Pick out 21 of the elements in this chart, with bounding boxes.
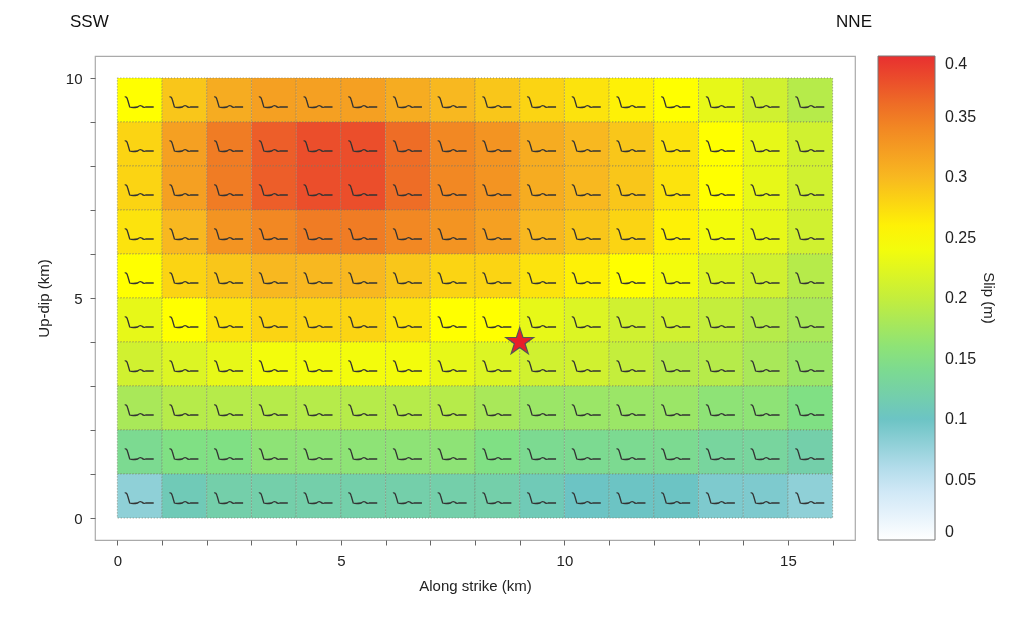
text: SSW (70, 12, 109, 32)
x-axis-title: Along strike (km) (419, 576, 532, 594)
x-tick-label: 0 (113, 551, 123, 569)
y-axis-title: Up-dip (km) (34, 259, 52, 338)
color-bar-label: 0.05 (945, 470, 977, 488)
color-bar-label: 0.25 (945, 228, 977, 246)
y-tick-label: 10 (65, 69, 83, 87)
text: NNE (836, 12, 872, 32)
color-bar-label: 0.2 (945, 289, 968, 306)
x-tick-label: 5 (337, 551, 346, 569)
color-bar-title: Slip (m) (981, 272, 998, 324)
x-tick-label: 15 (780, 551, 797, 569)
color-bar-label: 0.1 (945, 410, 968, 427)
y-tick-label: 5 (74, 289, 83, 307)
color-bar-label: 0.4 (945, 55, 968, 72)
color-bar-label: 0.35 (945, 107, 977, 125)
color-bar-label: 0 (945, 523, 954, 540)
color-bar-label: 0.15 (945, 349, 977, 367)
color-bar-label: 0.3 (945, 168, 968, 185)
x-tick-label: 10 (556, 551, 574, 569)
y-tick-label: 0 (74, 509, 83, 527)
